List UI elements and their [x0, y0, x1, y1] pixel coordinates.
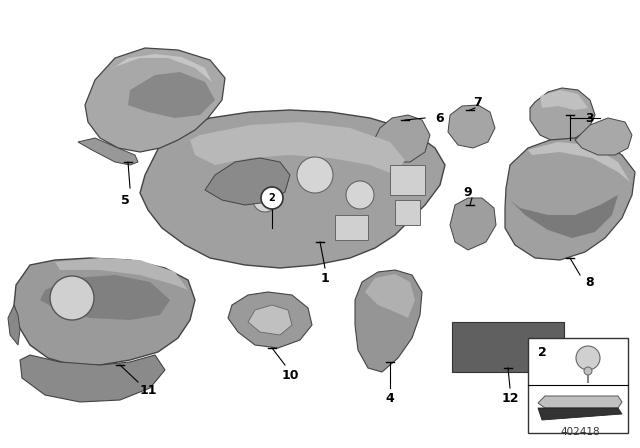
Polygon shape — [55, 258, 188, 290]
Polygon shape — [128, 72, 215, 118]
Polygon shape — [540, 90, 588, 110]
Polygon shape — [390, 165, 425, 195]
Text: 12: 12 — [501, 392, 519, 405]
Circle shape — [346, 181, 374, 209]
Circle shape — [297, 157, 333, 193]
Polygon shape — [78, 138, 138, 165]
Text: 10: 10 — [281, 369, 299, 382]
Polygon shape — [510, 195, 618, 238]
Polygon shape — [335, 215, 368, 240]
Polygon shape — [448, 105, 495, 148]
Text: 2: 2 — [269, 193, 275, 203]
Polygon shape — [530, 88, 595, 142]
Polygon shape — [14, 258, 195, 365]
Text: 4: 4 — [386, 392, 394, 405]
Bar — [528, 338, 628, 433]
Text: 2: 2 — [538, 345, 547, 358]
Polygon shape — [538, 408, 622, 420]
Text: 1: 1 — [321, 271, 330, 284]
Polygon shape — [505, 138, 635, 260]
Polygon shape — [40, 275, 170, 320]
Polygon shape — [8, 305, 20, 345]
Circle shape — [253, 188, 277, 212]
Bar — [452, 322, 564, 372]
Polygon shape — [205, 158, 290, 205]
Text: 9: 9 — [464, 185, 472, 198]
Text: 11: 11 — [140, 383, 157, 396]
Polygon shape — [190, 122, 405, 175]
Polygon shape — [395, 200, 420, 225]
Polygon shape — [140, 110, 445, 268]
Circle shape — [261, 187, 283, 209]
Polygon shape — [248, 305, 292, 335]
Polygon shape — [355, 270, 422, 372]
Text: 402418: 402418 — [560, 427, 600, 437]
Text: 8: 8 — [586, 276, 595, 289]
Text: 3: 3 — [586, 112, 595, 125]
Polygon shape — [538, 396, 622, 408]
Circle shape — [50, 276, 94, 320]
Circle shape — [576, 346, 600, 370]
Polygon shape — [575, 118, 632, 155]
Circle shape — [584, 367, 592, 375]
Polygon shape — [20, 355, 165, 402]
Text: 5: 5 — [120, 194, 129, 207]
Polygon shape — [228, 292, 312, 348]
Polygon shape — [365, 274, 415, 318]
Polygon shape — [528, 142, 630, 182]
Polygon shape — [375, 115, 430, 162]
Polygon shape — [450, 198, 496, 250]
Text: 7: 7 — [474, 95, 483, 108]
Polygon shape — [85, 48, 225, 152]
Polygon shape — [110, 54, 212, 82]
Text: 6: 6 — [436, 112, 444, 125]
